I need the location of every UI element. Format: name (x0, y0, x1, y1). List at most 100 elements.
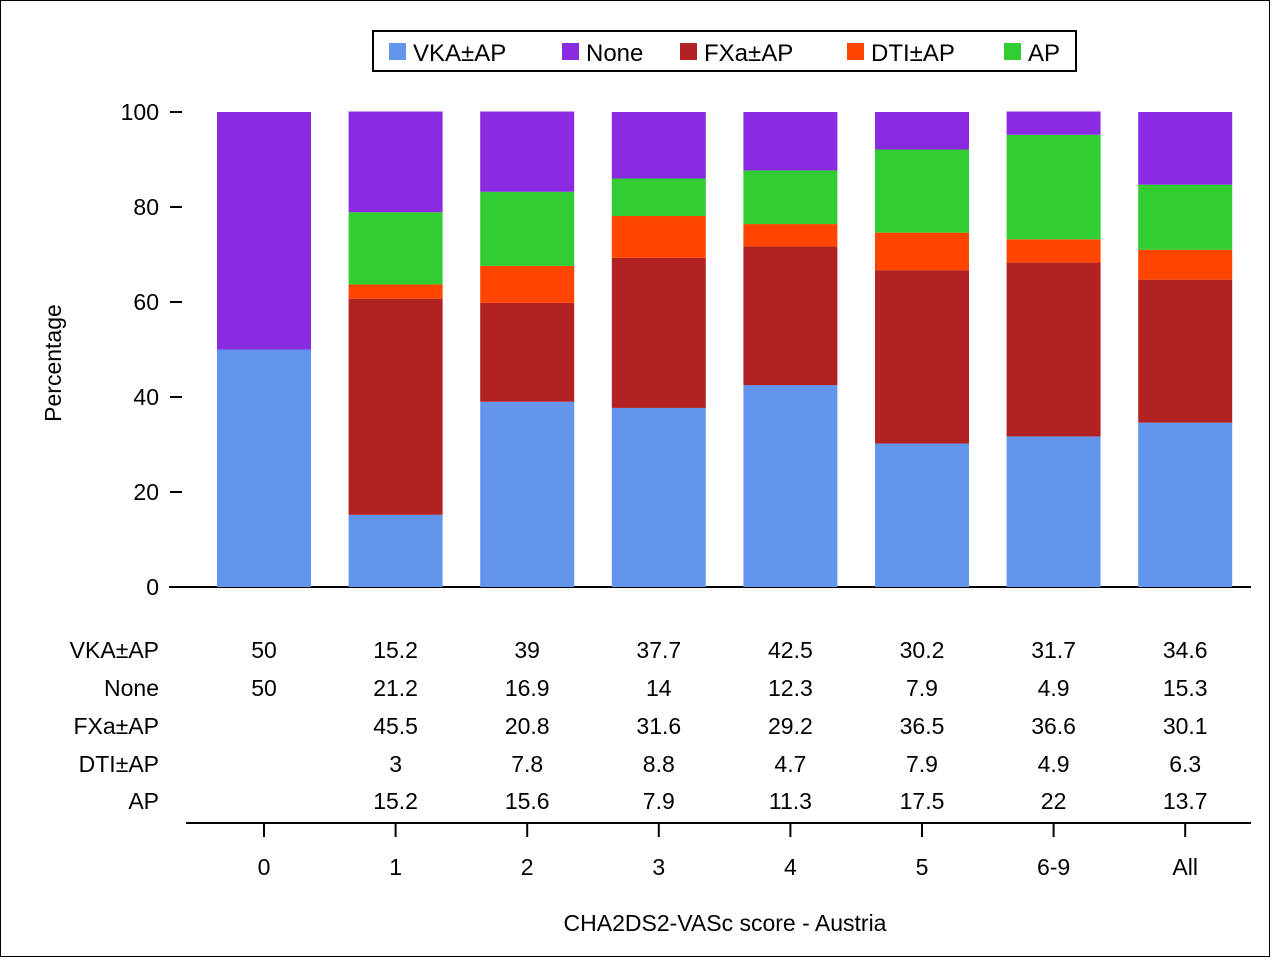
table-cell-dti-pm-ap-4: 4.7 (774, 751, 806, 777)
legend-label-dti-pm-ap: DTI±AP (871, 40, 955, 67)
bar-6-9-ap (1006, 134, 1101, 240)
table-cell-ap-2: 15.6 (505, 788, 550, 814)
table-cell-dti-pm-ap-all: 6.3 (1169, 751, 1201, 777)
table-cell-ap-5: 17.5 (900, 788, 945, 814)
table-cell-dti-pm-ap-2: 7.8 (511, 751, 543, 777)
table-cell-ap-1: 15.2 (373, 788, 418, 814)
bar-1-ap (348, 212, 443, 285)
bar-6-9-fxa-pm-ap (1006, 262, 1101, 437)
bar-5-vka-pm-ap (875, 443, 969, 587)
y-tick-label: 0 (146, 574, 159, 600)
legend-swatch-vka-pm-ap (389, 43, 406, 60)
table-cell-vka-pm-ap-5: 30.2 (900, 637, 945, 663)
bar-3-dti-pm-ap (611, 216, 706, 258)
bar-3-ap (611, 178, 706, 217)
bar-2-none (480, 111, 575, 192)
bar-3-none (611, 112, 706, 179)
bar-4-ap (743, 170, 838, 225)
y-tick-label: 80 (133, 194, 159, 220)
bar-5-dti-pm-ap (875, 232, 969, 271)
bar-3-fxa-pm-ap (611, 257, 706, 408)
y-axis-label: Percentage (40, 304, 66, 422)
bar-2-fxa-pm-ap (480, 302, 575, 402)
value-table: VKA±AP 50 15.2 39 37.7 42.5 30.2 31.7 34.6 None 50… (70, 637, 1208, 814)
table-cell-fxa-pm-ap-1: 45.5 (373, 713, 418, 739)
legend-label-vka-pm-ap: VKA±AP (413, 40, 506, 67)
table-cell-fxa-pm-ap-all: 30.1 (1163, 713, 1208, 739)
table-cell-none-all: 15.3 (1163, 675, 1208, 701)
x-axis: 0 1 2 3 4 5 6-9 All (186, 822, 1251, 880)
table-row-label-fxa-pm-ap: FXa±AP (74, 713, 160, 739)
table-cell-dti-pm-ap-6-9: 4.9 (1038, 751, 1070, 777)
x-tick-label-6-9: 6-9 (1037, 854, 1070, 880)
bar-5-ap (875, 149, 969, 233)
table-cell-vka-pm-ap-4: 42.5 (768, 637, 813, 663)
table-row-label-ap: AP (128, 788, 159, 814)
table-cell-fxa-pm-ap-5: 36.5 (900, 713, 945, 739)
x-tick-label-0: 0 (258, 854, 271, 880)
table-cell-fxa-pm-ap-6-9: 36.6 (1031, 713, 1076, 739)
bar-3-vka-pm-ap (611, 407, 706, 587)
table-cell-fxa-pm-ap-2: 20.8 (505, 713, 550, 739)
bar-all-dti-pm-ap (1138, 249, 1233, 280)
y-tick-label: 60 (133, 289, 159, 315)
table-cell-vka-pm-ap-1: 15.2 (373, 637, 418, 663)
x-tick-label-all: All (1172, 854, 1198, 880)
bar-all-none (1138, 112, 1233, 185)
bar-1-none (348, 111, 443, 213)
x-tick-label-3: 3 (652, 854, 665, 880)
table-cell-vka-pm-ap-3: 37.7 (636, 637, 681, 663)
table-cell-vka-pm-ap-2: 39 (514, 637, 540, 663)
table-cell-dti-pm-ap-1: 3 (389, 751, 402, 777)
table-cell-ap-6-9: 22 (1041, 788, 1067, 814)
table-cell-fxa-pm-ap-4: 29.2 (768, 713, 813, 739)
table-cell-dti-pm-ap-5: 7.9 (906, 751, 938, 777)
table-cell-vka-pm-ap-all: 34.6 (1163, 637, 1208, 663)
x-tick-label-2: 2 (521, 854, 534, 880)
table-cell-vka-pm-ap-6-9: 31.7 (1031, 637, 1076, 663)
bar-4-fxa-pm-ap (743, 246, 838, 386)
legend: VKA±AP None FXa±AP DTI±AP AP (372, 30, 1077, 72)
table-row-label-none: None (104, 675, 159, 701)
bar-2-ap (480, 191, 575, 266)
bar-4-vka-pm-ap (743, 385, 838, 587)
y-tick-label: 40 (133, 384, 159, 410)
legend-swatch-none (562, 43, 579, 60)
x-tick-label-4: 4 (784, 854, 797, 880)
legend-label-none: None (586, 40, 643, 67)
bar-2-vka-pm-ap (480, 401, 575, 587)
bars (217, 111, 1233, 587)
bar-1-fxa-pm-ap (348, 298, 443, 515)
bar-4-dti-pm-ap (743, 224, 838, 247)
y-tick-label: 100 (121, 99, 159, 125)
legend-label-fxa-pm-ap: FXa±AP (704, 40, 793, 67)
bar-all-vka-pm-ap (1138, 422, 1233, 587)
bar-4-none (743, 112, 838, 171)
table-cell-none-4: 12.3 (768, 675, 813, 701)
bar-0-vka-pm-ap (217, 349, 311, 587)
table-cell-vka-pm-ap-0: 50 (251, 637, 277, 663)
table-cell-ap-all: 13.7 (1163, 788, 1208, 814)
table-cell-none-2: 16.9 (505, 675, 550, 701)
legend-swatch-ap (1004, 43, 1021, 60)
bar-0-none (217, 112, 311, 350)
bar-1-dti-pm-ap (348, 284, 443, 299)
bar-5-none (875, 112, 969, 150)
table-row-label-dti-pm-ap: DTI±AP (79, 751, 159, 777)
x-tick-label-1: 1 (389, 854, 402, 880)
bar-2-dti-pm-ap (480, 265, 575, 303)
table-cell-ap-3: 7.9 (643, 788, 675, 814)
table-cell-none-3: 14 (646, 675, 672, 701)
table-cell-none-5: 7.9 (906, 675, 938, 701)
table-cell-dti-pm-ap-3: 8.8 (643, 751, 675, 777)
table-cell-none-1: 21.2 (373, 675, 418, 701)
bar-all-fxa-pm-ap (1138, 279, 1233, 423)
bar-1-vka-pm-ap (348, 514, 443, 587)
table-cell-ap-4: 11.3 (769, 788, 812, 814)
bar-6-9-dti-pm-ap (1006, 239, 1101, 263)
legend-box (372, 30, 1077, 72)
bar-5-fxa-pm-ap (875, 270, 969, 444)
bar-all-ap (1138, 184, 1233, 250)
